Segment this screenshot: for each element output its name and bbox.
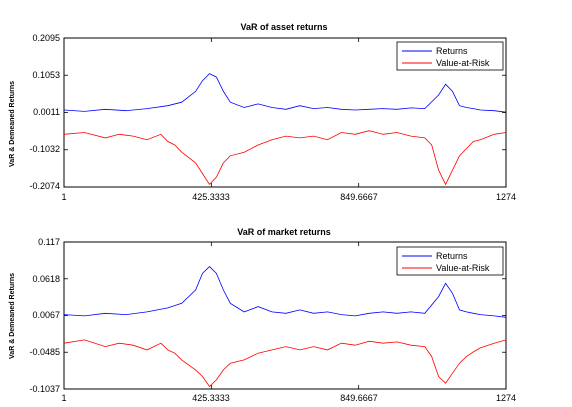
panel-2-xtick-label: 1274 (496, 393, 516, 403)
panel-1-ytick-label: -0.1032 (29, 144, 60, 154)
panel-2-legend-box (396, 246, 504, 276)
panel-2-ytick-label: 0.0067 (32, 310, 60, 320)
panel-1-xtick-label: 1274 (496, 192, 516, 202)
panel-1-ytick-label: 0.0011 (33, 107, 60, 117)
panel-2-ytick-label: 0.0618 (32, 274, 60, 284)
panel-asset-returns: VaR of asset returns VaR & Demeaned Retu… (9, 22, 516, 202)
panel-2-legend-returns-label: Returns (436, 251, 468, 261)
panel-2-title: VaR of market returns (237, 227, 331, 237)
panel-2-series-returns (63, 266, 507, 318)
panel-2-xtick-label: 1 (61, 393, 66, 403)
panel-2-legend-var-label: Value-at-Risk (436, 263, 490, 273)
panel-2-ytick-label: -0.1037 (29, 384, 60, 394)
panel-2-xtick-label: 425.3333 (192, 393, 230, 403)
panel-1-legend-var-label: Value-at-Risk (436, 58, 490, 68)
panel-1-legend-returns-label: Returns (436, 46, 468, 56)
panel-1-legend: Returns Value-at-Risk (396, 41, 504, 71)
panel-2-ylabel: VaR & Demeaned Returns (9, 273, 16, 359)
panel-2-xtick-label: 849.6667 (340, 393, 378, 403)
panel-2-series-value-at-risk (63, 339, 507, 388)
panel-2-ytick-label: -0.0485 (29, 347, 60, 357)
panel-2-legend: Returns Value-at-Risk (396, 246, 504, 276)
panel-1-legend-box (396, 41, 504, 71)
panel-1-ylabel: VaR & Demeaned Returns (9, 81, 16, 167)
panel-1-ytick-label: -0.2074 (29, 181, 60, 191)
panel-1-ytick-label: 0.2095 (32, 33, 60, 43)
panel-1-series-returns (63, 73, 507, 113)
panel-market-returns: VaR of market returns VaR & Demeaned Ret… (9, 227, 516, 403)
panel-1-series-value-at-risk (63, 130, 507, 186)
panel-1-xtick-label: 425.3333 (192, 192, 230, 202)
panel-1-title: VaR of asset returns (240, 22, 327, 32)
panel-1-xtick-label: 1 (61, 192, 66, 202)
panel-1-ytick-label: 0.1053 (32, 70, 60, 80)
panel-2-ytick-label: 0.117 (38, 237, 60, 247)
panel-1-xtick-label: 849.6667 (340, 192, 378, 202)
